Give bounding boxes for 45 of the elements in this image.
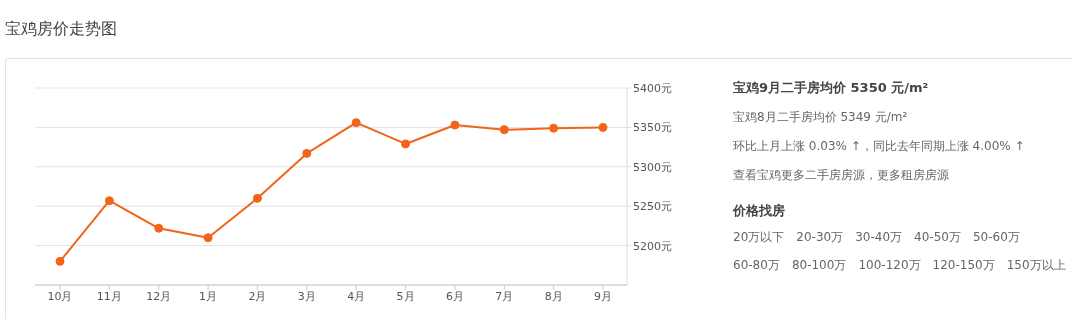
point [450, 120, 460, 130]
text: 50-60万 [972, 229, 1020, 246]
y-tick-label: 5200元 [633, 239, 672, 253]
y-tick-label: 5400元 [633, 81, 672, 95]
x-tick-label: 4月 [347, 289, 366, 303]
point [203, 233, 213, 243]
point [351, 118, 361, 128]
text: 环比上月上涨 0.03% ↑，同比去年同期上涨 4.00% ↑ [733, 138, 1026, 155]
point [549, 123, 559, 133]
x-tick-label: 8月 [544, 289, 563, 303]
point [302, 148, 312, 158]
y-tick-label: 5350元 [633, 121, 672, 135]
point [104, 196, 114, 206]
text: 40-50万 [914, 229, 961, 246]
x-tick-label: 10月 [47, 289, 73, 303]
text: 宝鸡8月二手房均价 5349 元/m² [733, 109, 909, 126]
point [154, 223, 164, 233]
text: 150万以上 [1006, 257, 1066, 274]
text: 60-80万 [733, 257, 780, 274]
text: 120-150万 [932, 257, 995, 274]
x-tick-label: 6月 [445, 289, 464, 303]
text: 80-100万 [791, 257, 847, 274]
text: 价格找房 [733, 202, 786, 220]
point [252, 193, 262, 203]
x-tick-label: 2月 [248, 289, 267, 303]
x-tick-label: 5月 [396, 289, 415, 303]
x-tick-label: 11月 [96, 289, 122, 303]
x-tick-label: 12月 [146, 289, 172, 303]
y-tick-label: 5300元 [633, 160, 672, 174]
point [55, 256, 65, 266]
text: 100-120万 [858, 257, 921, 274]
text: 20-30万 [796, 229, 844, 246]
x-tick-label: 1月 [199, 289, 218, 303]
y-tick-label: 5250元 [633, 200, 672, 214]
chart-title: 宝鸡房价走势图 [5, 19, 117, 40]
x-tick-label: 3月 [297, 289, 316, 303]
text: 20万以下 [733, 229, 785, 246]
text: 30-40万 [855, 229, 903, 246]
text: 宝鸡9月二手房均价 5350 元/m² [733, 79, 930, 97]
text: 查看宝鸡更多二手房房源，更多租房房源 [733, 167, 950, 184]
point [499, 125, 509, 135]
point [401, 139, 411, 149]
point [598, 122, 608, 132]
x-tick-label: 9月 [594, 289, 612, 303]
x-tick-label: 7月 [495, 289, 514, 303]
